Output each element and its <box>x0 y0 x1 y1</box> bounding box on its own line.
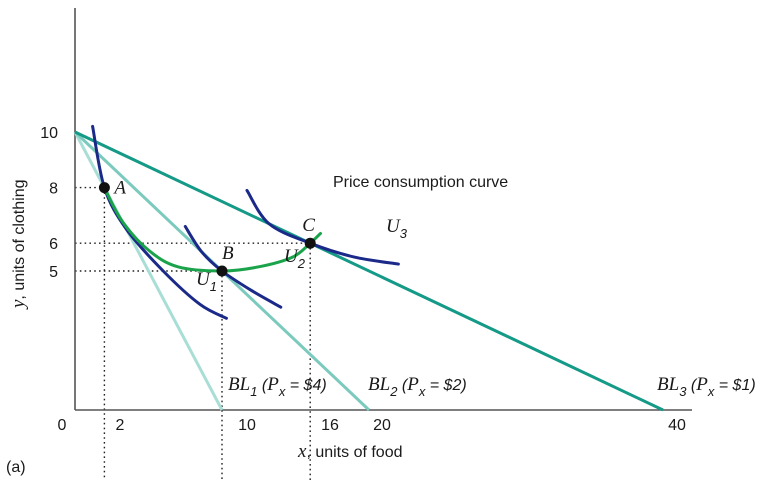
indifference-label-u3: U3 <box>386 216 408 241</box>
indifference-curve-u2 <box>183 225 283 309</box>
y-tick-label: 6 <box>49 236 58 253</box>
indifference-label-u2: U2 <box>284 246 306 271</box>
point-C <box>304 237 316 249</box>
indifference-label-u1: U1 <box>196 269 217 294</box>
indifference-curve-u3 <box>245 188 400 266</box>
x-tick-label: 20 <box>373 417 391 434</box>
point-label-C: C <box>302 215 315 236</box>
optimal-points <box>98 182 316 277</box>
budget-label-bl3: BL3 (Px = $1) <box>657 374 756 399</box>
point-A <box>98 182 110 194</box>
budget-line-bl1 <box>73 131 224 411</box>
x-tick-label: 16 <box>321 417 339 434</box>
x-tick-label: 10 <box>238 417 256 434</box>
series <box>73 124 664 412</box>
x-axis-variable: x <box>297 441 307 462</box>
y-tick-label: 8 <box>49 181 58 198</box>
y-axis-label: y, units of clothing <box>8 179 29 310</box>
budget-label-bl1: BL1 (Px = $4) <box>228 374 327 399</box>
budget-label-bl2: BL2 (Px = $2) <box>368 374 467 399</box>
y-axis-variable: y <box>8 299 29 310</box>
x-axis-label: x, units of food <box>297 441 403 462</box>
y-tick-label: 10 <box>40 125 58 142</box>
axes: 0 2 10 16 20 40 5 6 8 10 <box>40 8 692 434</box>
pcc-label: Price consumption curve <box>333 174 508 191</box>
y-axis-label-text: , units of clothing <box>11 179 28 299</box>
x-axis-label-text: , units of food <box>306 444 402 461</box>
dotted-guide-lines <box>75 186 311 480</box>
y-tick-label: 5 <box>49 264 58 281</box>
point-B <box>216 265 228 277</box>
point-label-A: A <box>112 178 126 199</box>
x-tick-label: 2 <box>116 417 125 434</box>
panel-label: (a) <box>6 459 26 476</box>
x-tick-label: 40 <box>668 417 686 434</box>
x-tick-label: 0 <box>58 417 67 434</box>
chart-labels: (a) x, units of food y, units of clothin… <box>6 174 756 476</box>
budget-line-bl3 <box>74 130 664 412</box>
point-label-B: B <box>222 243 234 264</box>
